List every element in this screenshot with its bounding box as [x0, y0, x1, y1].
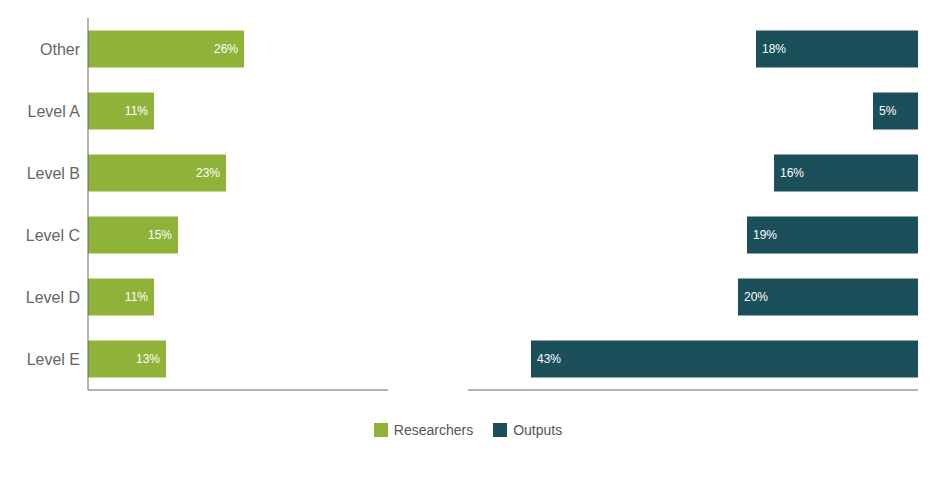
- svg-text:16%: 16%: [780, 166, 804, 180]
- html-text:Researchers: Researchers: [393, 422, 474, 438]
- svg-text:11%: 11%: [125, 104, 148, 118]
- svg-text:Level B: Level B: [27, 165, 80, 182]
- svg-text:Level D: Level D: [26, 289, 80, 306]
- svg-text:Level E: Level E: [27, 351, 80, 368]
- svg-text:15%: 15%: [148, 228, 172, 242]
- svg-text:23%: 23%: [196, 166, 220, 180]
- svg-text:Level C: Level C: [26, 227, 80, 244]
- svg-text:5%: 5%: [879, 104, 897, 118]
- svg-text:13%: 13%: [136, 352, 160, 366]
- svg-text:Other: Other: [40, 41, 81, 58]
- svg-text:Level A: Level A: [28, 103, 81, 120]
- html-text:Outputs: Outputs: [513, 422, 563, 438]
- svg-text:43%: 43%: [537, 352, 561, 366]
- svg-text:20%: 20%: [744, 290, 768, 304]
- svg-text:19%: 19%: [753, 228, 777, 242]
- svg-text:18%: 18%: [762, 42, 786, 56]
- svg-text:26%: 26%: [214, 42, 238, 56]
- svg-text:11%: 11%: [125, 290, 148, 304]
